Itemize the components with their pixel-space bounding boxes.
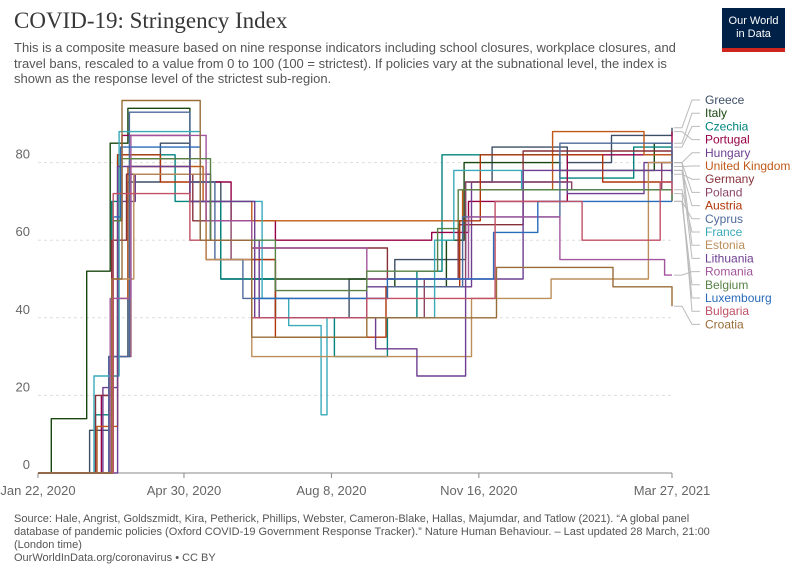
- y-tick-label: 0: [23, 457, 30, 472]
- legend-connector: [674, 193, 700, 312]
- x-tick-label: Nov 16, 2020: [440, 483, 517, 498]
- legend-label: Germany: [705, 172, 754, 186]
- legend-connector: [674, 305, 700, 325]
- legend-connector: [674, 169, 700, 259]
- legend-label: Estonia: [705, 238, 745, 252]
- chart-title: COVID-19: Stringency Index: [14, 8, 288, 33]
- owid-logo[interactable]: Our World in Data: [722, 8, 785, 52]
- chart-subtitle: This is a composite measure based on nin…: [14, 40, 676, 86]
- legend-label: Cyprus: [705, 212, 743, 226]
- series-lines: [38, 99, 673, 474]
- x-tick-label: Mar 27, 2021: [634, 483, 711, 498]
- legend-label: Lithuania: [705, 251, 754, 265]
- x-axis: Jan 22, 2020 Apr 30, 2020 Aug 8, 2020 Nov 1…: [0, 473, 710, 498]
- legend-label: Bulgaria: [705, 304, 749, 318]
- legend-connector: [674, 162, 700, 246]
- legend-connector: [674, 125, 700, 148]
- logo-line-2: in Data: [736, 28, 771, 40]
- legend-label: Poland: [705, 185, 742, 199]
- legend-label: Austria: [705, 199, 743, 213]
- legend-label: Czechia: [705, 119, 749, 133]
- logo-line-1: Our World: [728, 15, 779, 27]
- series-line: [38, 161, 672, 474]
- legend-label: Belgium: [705, 278, 748, 292]
- legend-label: Romania: [705, 265, 753, 279]
- legend-label: Greece: [705, 93, 745, 107]
- legend-label: Hungary: [705, 146, 750, 160]
- legend-connector: [674, 165, 700, 167]
- legend-connector: [674, 271, 700, 276]
- footer-url[interactable]: OurWorldInData.org/coronavirus • CC BY: [14, 552, 216, 564]
- y-tick-label: 40: [16, 302, 30, 317]
- series-line: [38, 99, 673, 474]
- y-axis-ticks: 0 20 40 60 80: [16, 147, 30, 472]
- legend-label: United Kingdom: [705, 159, 790, 173]
- x-tick-label: Apr 30, 2020: [147, 483, 221, 498]
- legend-label: Portugal: [705, 133, 750, 147]
- footer: Source: Hale, Angrist, Goldszmidt, Kira,…: [14, 513, 734, 565]
- legend-label: Croatia: [705, 317, 744, 331]
- source-note: Source: Hale, Angrist, Goldszmidt, Kira,…: [14, 513, 710, 551]
- series-line: [38, 181, 673, 474]
- legend-connector: [674, 131, 700, 141]
- legend-label: France: [705, 225, 743, 239]
- y-tick-label: 20: [16, 379, 30, 394]
- series-line: [38, 130, 672, 474]
- legend-connector: [674, 99, 700, 129]
- y-tick-label: 60: [16, 224, 30, 239]
- y-tick-label: 80: [16, 147, 30, 162]
- x-tick-label: Aug 8, 2020: [296, 483, 366, 498]
- legend-label: Italy: [705, 106, 727, 120]
- series-line: [38, 158, 673, 474]
- legend-label: Luxembourg: [705, 291, 772, 305]
- line-chart: 0 20 40 60 80 Jan 22, 2020 Apr 30, 2020 Aug 8,…: [0, 93, 790, 498]
- series-line: [38, 165, 672, 474]
- grid-lines: [38, 162, 672, 474]
- legend-connector: [674, 152, 700, 164]
- series-line: [38, 134, 672, 474]
- legend-connector: [674, 112, 700, 144]
- x-tick-label: Jan 22, 2020: [0, 483, 75, 498]
- legend: GreeceItalyCzechiaPortugalHungaryUnited …: [674, 93, 790, 331]
